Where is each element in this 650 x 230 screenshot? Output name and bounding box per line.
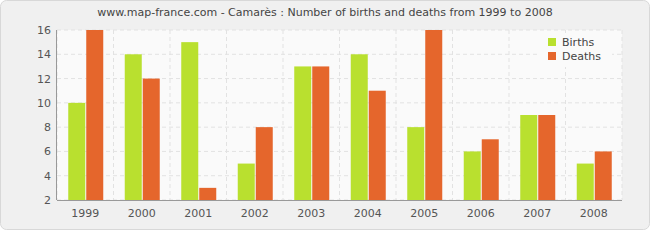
bar: [181, 42, 198, 200]
y-axis: [56, 30, 57, 200]
legend-swatch: [548, 52, 556, 60]
title: www.map-france.com - Camarès : Number of…: [97, 6, 552, 19]
x-tick-label: 2007: [523, 207, 551, 220]
x-tick-label: 2006: [467, 207, 495, 220]
y-tick-label: 16: [37, 24, 51, 37]
bar: [143, 79, 160, 200]
bar: [294, 66, 311, 200]
legend-swatch: [548, 38, 556, 46]
x-tick-label: 2002: [241, 207, 269, 220]
y-tick-label: 10: [37, 97, 51, 110]
bar: [369, 91, 386, 200]
y-tick-label: 14: [37, 48, 51, 61]
chart: 2 4 6 8 10 12 14 16 1999 2000 2001 2002 2003 2004 2005…: [0, 0, 650, 230]
x-tick-label: 2001: [184, 207, 212, 220]
bar: [538, 115, 555, 200]
x-tick-label: 2003: [297, 207, 325, 220]
grid-line-vertical: [622, 30, 623, 200]
x-axis: [57, 200, 622, 201]
y-tick-label: 4: [44, 170, 51, 183]
x-tick-label: 2000: [128, 207, 156, 220]
bar: [520, 115, 537, 200]
bar: [407, 127, 424, 200]
bar: [68, 103, 85, 200]
x-tick-label: 2005: [410, 207, 438, 220]
x-tick-label: 1999: [71, 207, 99, 220]
bar: [199, 188, 216, 200]
grid-line-vertical: [509, 30, 510, 200]
y-tick-label: 6: [44, 145, 51, 158]
bar: [125, 54, 142, 200]
plot-area: [57, 30, 622, 200]
bar: [238, 164, 255, 200]
y-tick-label: 12: [37, 73, 51, 86]
legend-label: Births: [562, 36, 594, 49]
grid-line-vertical: [339, 30, 340, 200]
bar: [312, 66, 329, 200]
x-tick-label: 2004: [354, 207, 382, 220]
background: [1, 1, 650, 230]
grid-line-vertical: [452, 30, 453, 200]
grid-line-vertical: [57, 30, 58, 200]
grid-line-vertical: [113, 30, 114, 200]
grid-line-vertical: [283, 30, 284, 200]
bar: [577, 164, 594, 200]
bar: [595, 151, 612, 200]
bar: [482, 139, 499, 200]
grid-line-vertical: [170, 30, 171, 200]
legend-label: Deaths: [562, 50, 601, 63]
y-tick-label: 8: [44, 121, 51, 134]
grid-line-vertical: [226, 30, 227, 200]
x-tick-label: 2008: [580, 207, 608, 220]
grid-line-vertical: [396, 30, 397, 200]
bar: [425, 30, 442, 200]
bars: [68, 30, 612, 200]
bar: [351, 54, 368, 200]
y-tick-label: 2: [44, 194, 51, 207]
legend-box: [540, 33, 612, 67]
bar: [256, 127, 273, 200]
bar: [464, 151, 481, 200]
bar: [86, 30, 103, 200]
